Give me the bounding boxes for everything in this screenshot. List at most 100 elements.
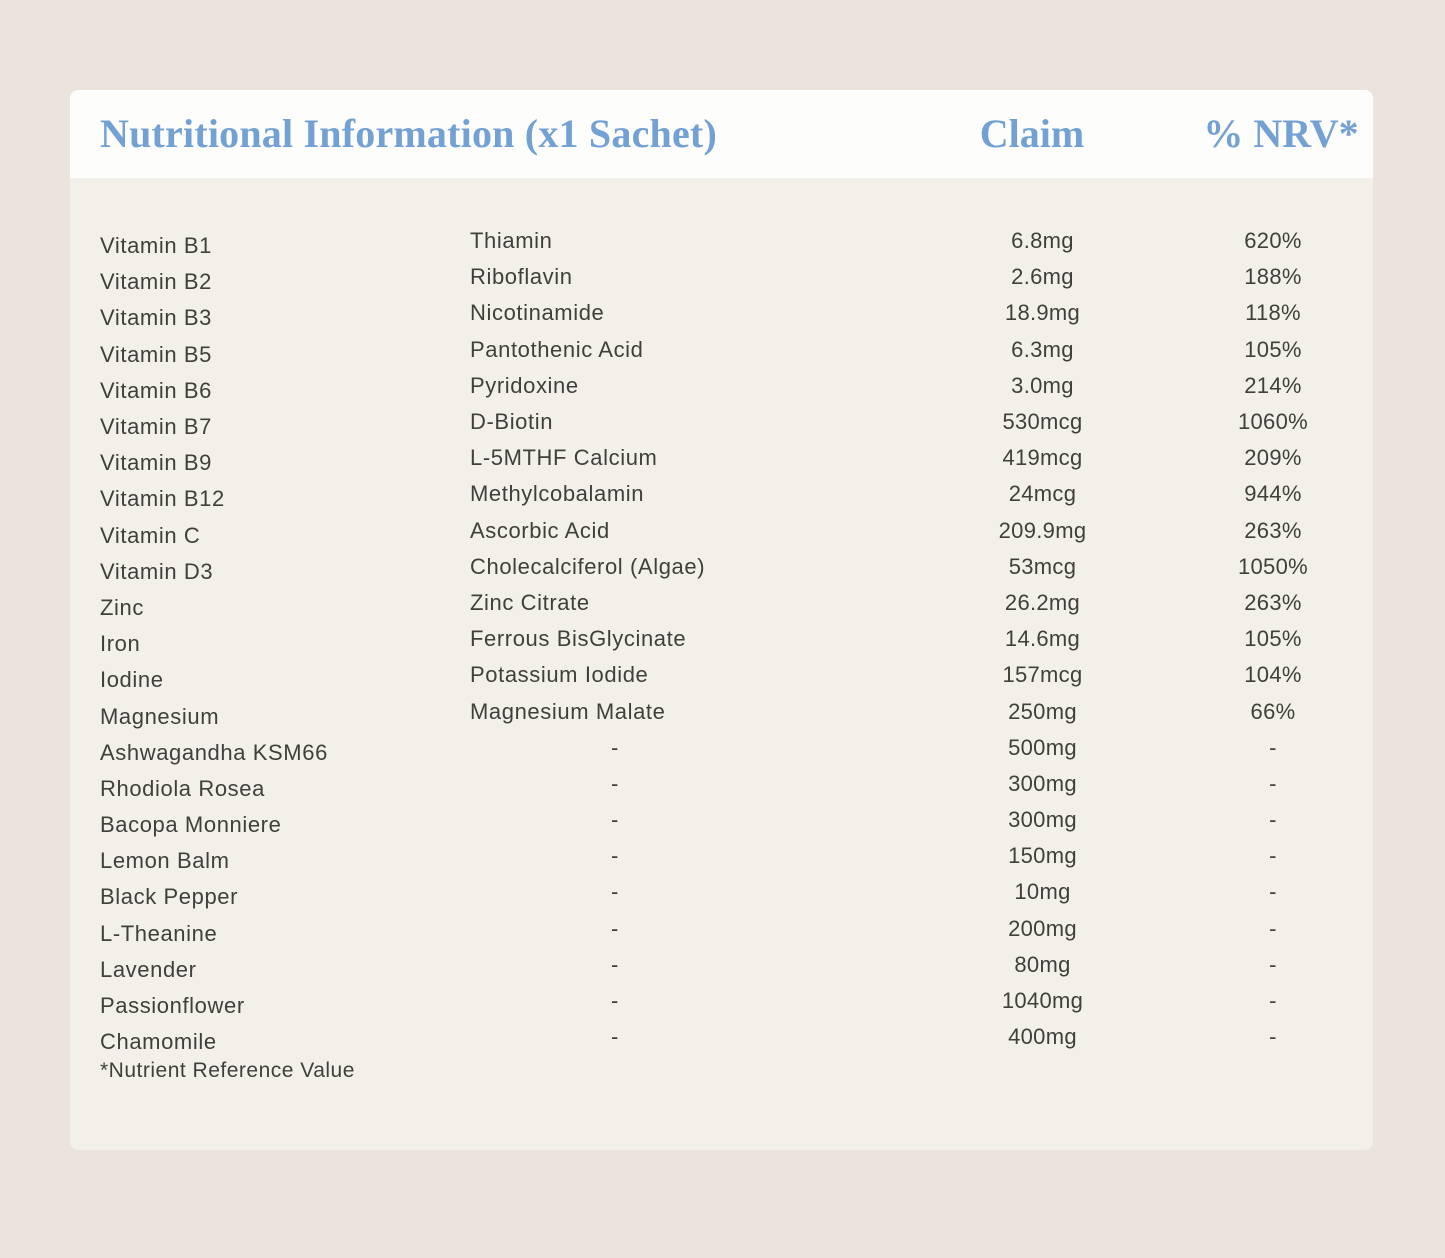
table-row: Iodine Potassium Iodide 157mcg 104% xyxy=(70,657,1373,693)
nutrient-name: Iron xyxy=(100,631,141,657)
table-row: L-Theanine - 200mg - xyxy=(70,911,1373,947)
claim-amount: 80mg xyxy=(1014,951,1071,977)
nrv-percent: 1060% xyxy=(1237,409,1308,435)
nutrient-name: Vitamin B12 xyxy=(100,486,225,512)
claim-amount: 400mg xyxy=(1008,1024,1077,1050)
nutrient-name: Vitamin B2 xyxy=(100,269,212,295)
nutrient-claim-name: - xyxy=(611,988,619,1014)
table-row: Iron Ferrous BisGlycinate 14.6mg 105% xyxy=(70,621,1373,657)
table-row: Chamomile - 400mg - xyxy=(70,1019,1373,1055)
nutrient-claim-name: Ferrous BisGlycinate xyxy=(470,626,687,652)
nrv-percent: 263% xyxy=(1244,589,1302,615)
nrv-percent: - xyxy=(1269,879,1277,905)
nutrient-claim-name: Thiamin xyxy=(470,228,553,254)
claim-amount: 300mg xyxy=(1008,770,1077,796)
nrv-percent: 105% xyxy=(1244,336,1302,362)
nrv-percent: - xyxy=(1269,988,1277,1014)
nutrient-claim-name: - xyxy=(611,770,619,796)
table-row: Rhodiola Rosea - 300mg - xyxy=(70,766,1373,802)
claim-amount: 530mcg xyxy=(1002,409,1083,435)
table-row: Vitamin B1 Thiamin 6.8mg 620% xyxy=(70,223,1373,259)
nrv-percent: - xyxy=(1269,843,1277,869)
claim-amount: 14.6mg xyxy=(1004,626,1081,652)
nutrient-claim-name: Cholecalciferol (Algae) xyxy=(470,553,706,579)
nrv-percent: 944% xyxy=(1244,481,1302,507)
nutrient-name: Ashwagandha KSM66 xyxy=(100,739,328,765)
nutrient-name: Bacopa Monniere xyxy=(100,812,282,838)
nrv-column-header: % NRV* xyxy=(1203,111,1359,156)
claim-amount: 150mg xyxy=(1008,843,1077,869)
nutrient-name: Lavender xyxy=(100,956,197,982)
claim-amount: 300mg xyxy=(1008,807,1077,833)
nutrient-name: Vitamin D3 xyxy=(100,558,214,584)
table-row: Vitamin B7 D-Biotin 530mcg 1060% xyxy=(70,404,1373,440)
claim-amount: 24mcg xyxy=(1008,481,1077,507)
table-row: Vitamin B3 Nicotinamide 18.9mg 118% xyxy=(70,295,1373,331)
nutrient-claim-name: - xyxy=(611,1024,619,1050)
nrv-percent: 104% xyxy=(1244,662,1302,688)
claim-amount: 18.9mg xyxy=(1004,300,1081,326)
table-title: Nutritional Information (x1 Sachet) xyxy=(100,111,717,156)
nutrient-claim-name: L-5MTHF Calcium xyxy=(470,445,658,471)
claim-column-header: Claim xyxy=(979,111,1085,156)
nutrient-claim-name: - xyxy=(611,915,619,941)
table-row: Vitamin B9 L-5MTHF Calcium 419mcg 209% xyxy=(70,440,1373,476)
nrv-percent: 188% xyxy=(1244,264,1302,290)
nrv-percent: - xyxy=(1269,770,1277,796)
claim-amount: 3.0mg xyxy=(1011,372,1074,398)
table-row: Zinc Zinc Citrate 26.2mg 263% xyxy=(70,585,1373,621)
table-row: Lavender - 80mg - xyxy=(70,947,1373,983)
nrv-percent: - xyxy=(1269,807,1277,833)
nutrient-name: Vitamin B5 xyxy=(100,341,212,367)
claim-amount: 157mcg xyxy=(1002,662,1083,688)
table-row: Passionflower - 1040mg - xyxy=(70,983,1373,1019)
nutrient-name: Vitamin B6 xyxy=(100,377,212,403)
nutrient-table-body: Vitamin B1 Thiamin 6.8mg 620% Vitamin B2… xyxy=(70,223,1373,1055)
claim-amount: 1040mg xyxy=(1001,988,1084,1014)
nutrient-claim-name: - xyxy=(611,734,619,760)
nutrient-claim-name: Ascorbic Acid xyxy=(470,517,610,543)
claim-amount: 200mg xyxy=(1008,915,1077,941)
nutrient-claim-name: Potassium Iodide xyxy=(470,662,649,688)
table-row: Bacopa Monniere - 300mg - xyxy=(70,802,1373,838)
nutrient-name: Zinc xyxy=(100,594,144,620)
nrv-percent: 66% xyxy=(1250,698,1296,724)
table-row: Lemon Balm - 150mg - xyxy=(70,838,1373,874)
nutrient-claim-name: - xyxy=(611,879,619,905)
nutrient-name: Chamomile xyxy=(100,1029,217,1055)
nutrient-name: Vitamin B1 xyxy=(100,233,212,259)
nrv-percent: - xyxy=(1269,1024,1277,1050)
nutrition-facts-card: Nutritional Information (x1 Sachet) Clai… xyxy=(70,90,1373,1150)
claim-amount: 500mg xyxy=(1008,734,1077,760)
nrv-percent: - xyxy=(1269,734,1277,760)
nutrient-name: Passionflower xyxy=(100,993,245,1019)
nutrient-claim-name: - xyxy=(611,807,619,833)
nrv-percent: 105% xyxy=(1244,626,1302,652)
nutrient-name: Magnesium xyxy=(100,703,220,729)
nrv-percent: - xyxy=(1269,951,1277,977)
nutrient-name: Vitamin B3 xyxy=(100,305,212,331)
nutrient-claim-name: Riboflavin xyxy=(470,264,573,290)
claim-amount: 250mg xyxy=(1008,698,1077,724)
nutrient-claim-name: Zinc Citrate xyxy=(470,589,590,615)
table-row: Vitamin B12 Methylcobalamin 24mcg 944% xyxy=(70,476,1373,512)
nutrient-name: Vitamin B7 xyxy=(100,414,212,440)
table-row: Vitamin C Ascorbic Acid 209.9mg 263% xyxy=(70,513,1373,549)
table-row: Ashwagandha KSM66 - 500mg - xyxy=(70,730,1373,766)
nrv-percent: - xyxy=(1269,915,1277,941)
nutrient-claim-name: D-Biotin xyxy=(470,409,554,435)
claim-amount: 2.6mg xyxy=(1011,264,1074,290)
nutrient-name: Vitamin C xyxy=(100,522,201,548)
nrv-percent: 263% xyxy=(1244,517,1302,543)
table-row: Vitamin B2 Riboflavin 2.6mg 188% xyxy=(70,259,1373,295)
nutrient-claim-name: Magnesium Malate xyxy=(470,698,666,724)
nutrient-name: Rhodiola Rosea xyxy=(100,775,265,801)
table-row: Vitamin B5 Pantothenic Acid 6.3mg 105% xyxy=(70,332,1373,368)
nutrient-name: Black Pepper xyxy=(100,884,239,910)
claim-amount: 419mcg xyxy=(1002,445,1083,471)
nutrient-name: L-Theanine xyxy=(100,920,218,946)
nutrient-name: Lemon Balm xyxy=(100,848,230,874)
footnote: *Nutrient Reference Value xyxy=(100,1059,355,1082)
nrv-percent: 1050% xyxy=(1237,553,1308,579)
claim-amount: 10mg xyxy=(1014,879,1071,905)
